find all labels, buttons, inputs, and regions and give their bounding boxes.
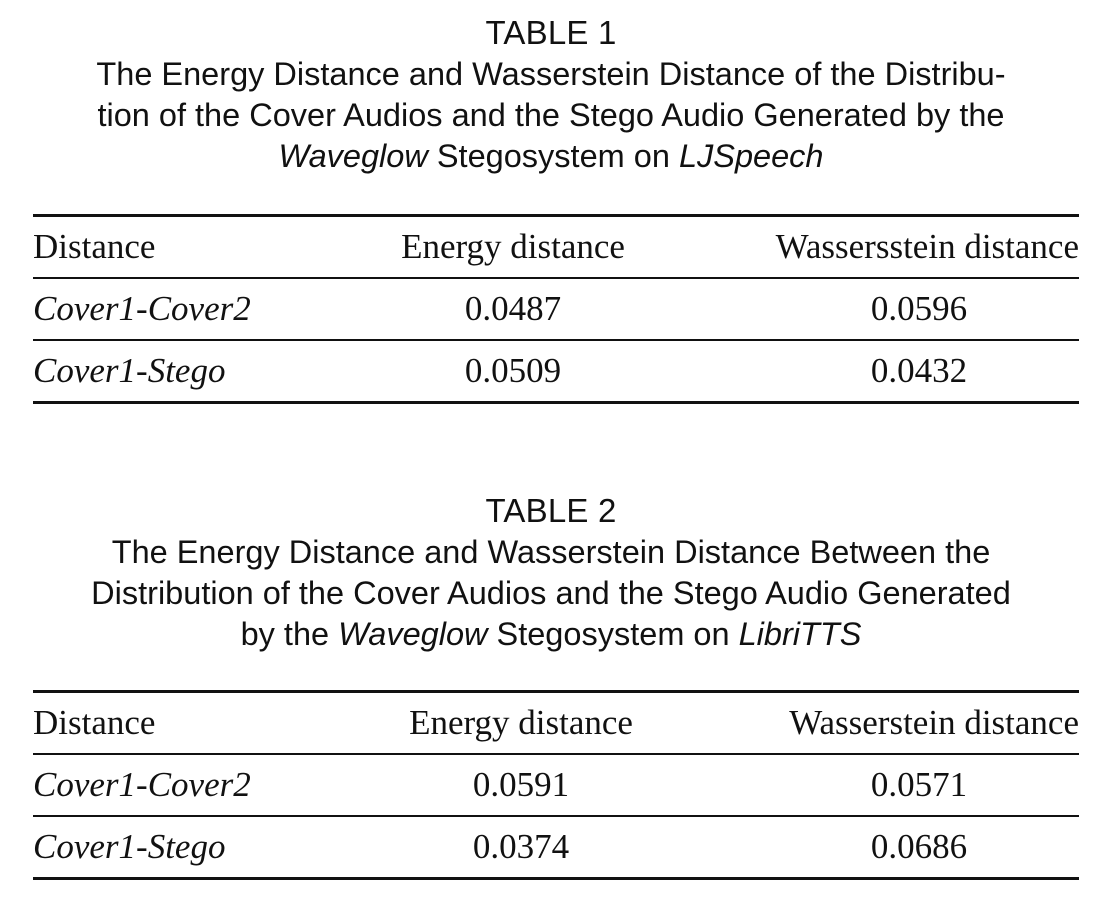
column-header-energy-label: Energy distance [409, 703, 633, 742]
table-2-caption-line-1: The Energy Distance and Wasserstein Dist… [111, 534, 991, 570]
wasserstein-value: 0.0596 [870, 289, 968, 328]
energy-value: 0.0591 [472, 765, 570, 804]
energy-value: 0.0509 [464, 351, 562, 390]
table-1-caption-line-2: tion of the Cover Audios and the Stego A… [97, 97, 1005, 133]
column-header-distance: Distance [33, 690, 333, 755]
table-2-data: Distance Energy distance Wasserstein dis… [33, 690, 1079, 880]
energy-cell: 0.0374 [333, 816, 693, 880]
wasserstein-value: 0.0571 [870, 765, 968, 804]
column-header-wasserstein: Wasserstein distance [693, 690, 1079, 755]
wasserstein-cell: 0.0571 [693, 754, 1079, 817]
column-header-energy: Energy distance [333, 214, 693, 279]
table-row: Cover1-Stego 0.0509 0.0432 [33, 340, 1079, 404]
column-header-energy: Energy distance [333, 690, 693, 755]
table-1-caption: TABLE 1 The Energy Distance and Wasserst… [0, 12, 1102, 177]
row-name-cell: Cover1-Cover2 [33, 754, 333, 817]
waveglow-term: Waveglow [278, 138, 428, 174]
wasserstein-cell: 0.0596 [693, 278, 1079, 341]
row-name-cell: Cover1-Cover2 [33, 278, 333, 341]
wasserstein-cell: 0.0432 [693, 340, 1079, 404]
row-name-cell: Cover1-Stego [33, 340, 333, 404]
wasserstein-cell: 0.0686 [693, 816, 1079, 880]
energy-value: 0.0374 [472, 827, 570, 866]
dataset-term: LJSpeech [678, 138, 824, 174]
table-2-label: TABLE 2 [485, 492, 617, 529]
row-name-cell: Cover1-Stego [33, 816, 333, 880]
caption-text-span: Stegosystem on [427, 138, 679, 174]
energy-cell: 0.0487 [333, 278, 693, 341]
wasserstein-value: 0.0432 [870, 351, 968, 390]
table-2-caption-line-3: by the Waveglow Stegosystem on LibriTTS [21, 614, 1081, 655]
energy-cell: 0.0509 [333, 340, 693, 404]
table-1-data: Distance Energy distance Wassersstein di… [33, 214, 1079, 404]
energy-value: 0.0487 [464, 289, 562, 328]
column-header-distance: Distance [33, 214, 333, 279]
table-1: TABLE 1 The Energy Distance and Wasserst… [0, 12, 1102, 404]
table-row: Cover1-Cover2 0.0591 0.0571 [33, 754, 1079, 817]
wasserstein-value: 0.0686 [870, 827, 968, 866]
table-row: Cover1-Stego 0.0374 0.0686 [33, 816, 1079, 880]
column-header-wasserstein: Wassersstein distance [693, 214, 1079, 279]
table-2: TABLE 2 The Energy Distance and Wasserst… [0, 490, 1102, 880]
waveglow-term: Waveglow [338, 616, 488, 652]
caption-text-span: Stegosystem on [487, 616, 739, 652]
table-2-caption: TABLE 2 The Energy Distance and Wasserst… [0, 490, 1102, 655]
table-header-row: Distance Energy distance Wasserstein dis… [33, 690, 1079, 755]
dataset-term: LibriTTS [738, 616, 862, 652]
table-header-row: Distance Energy distance Wassersstein di… [33, 214, 1079, 279]
table-1-caption-line-3: Waveglow Stegosystem on LJSpeech [21, 136, 1081, 177]
energy-cell: 0.0591 [333, 754, 693, 817]
table-1-caption-line-1: The Energy Distance and Wasserstein Dist… [96, 56, 1006, 92]
caption-text-span: by the [240, 616, 339, 652]
table-2-caption-line-2: Distribution of the Cover Audios and the… [91, 575, 1011, 611]
table-1-label: TABLE 1 [485, 14, 617, 51]
table-row: Cover1-Cover2 0.0487 0.0596 [33, 278, 1079, 341]
